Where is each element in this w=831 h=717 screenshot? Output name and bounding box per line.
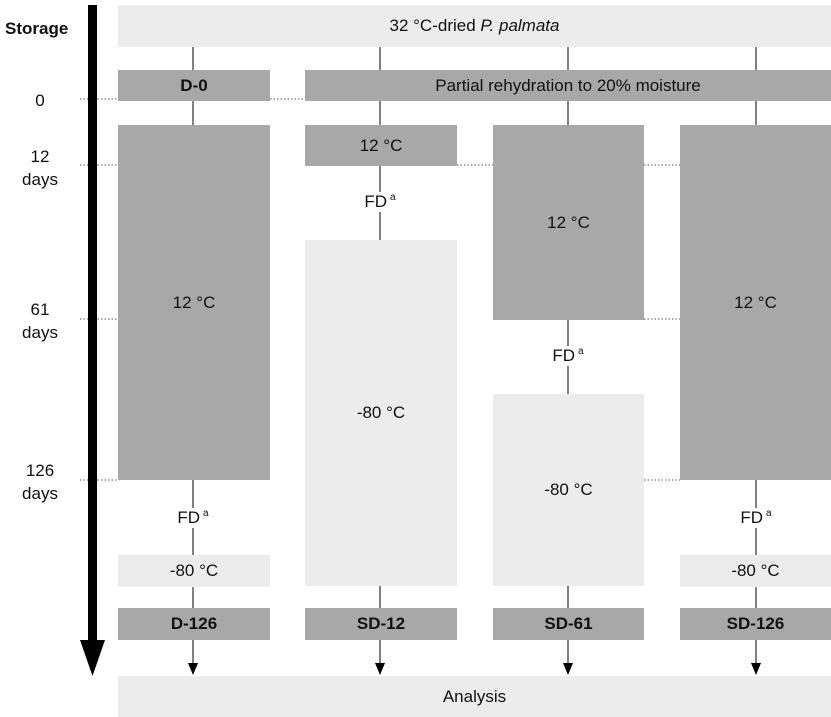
tick-day61: 61 days xyxy=(22,300,58,342)
d126-frozen: -80 °C xyxy=(118,555,270,587)
d-storage-12c: 12 °C xyxy=(118,125,270,480)
sd61-frozen: -80 °C xyxy=(493,394,644,586)
axis-title: Storage xyxy=(5,19,69,38)
analysis-box: Analysis xyxy=(118,676,831,717)
sd12-frozen: -80 °C xyxy=(305,240,457,586)
sd126-frozen: -80 °C xyxy=(680,555,831,587)
fd-label-sd61: FD a xyxy=(550,346,586,366)
sd126-storage-12c: 12 °C xyxy=(680,125,831,480)
time-axis-arrowhead xyxy=(80,640,105,676)
arrow-d126 xyxy=(188,663,198,675)
time-axis-shaft xyxy=(88,5,97,645)
sd61-storage-12c: 12 °C xyxy=(493,125,644,320)
sample-d126: D-126 xyxy=(118,608,270,640)
source-material-box: 32 °C-dried P. palmata xyxy=(118,5,831,47)
fd-label-d126: FD a xyxy=(175,508,211,528)
sample-sd61: SD-61 xyxy=(493,608,644,640)
tick-day0: 0 xyxy=(35,91,45,110)
sd12-storage-12c: 12 °C xyxy=(305,125,457,166)
tick-day126: 126 days xyxy=(22,461,58,503)
tick-day12: 12 days xyxy=(22,147,58,189)
fd-label-sd12: FD a xyxy=(362,192,398,212)
sample-sd126: SD-126 xyxy=(680,608,831,640)
arrow-sd61 xyxy=(563,663,573,675)
d0-box: D-0 xyxy=(118,70,270,101)
species-name: P. palmata xyxy=(480,16,560,35)
sample-sd12: SD-12 xyxy=(305,608,457,640)
arrow-sd126 xyxy=(751,663,761,675)
rehydration-box: Partial rehydration to 20% moisture xyxy=(305,70,831,101)
fd-label-sd126: FD a xyxy=(738,508,774,528)
arrow-sd12 xyxy=(375,663,385,675)
